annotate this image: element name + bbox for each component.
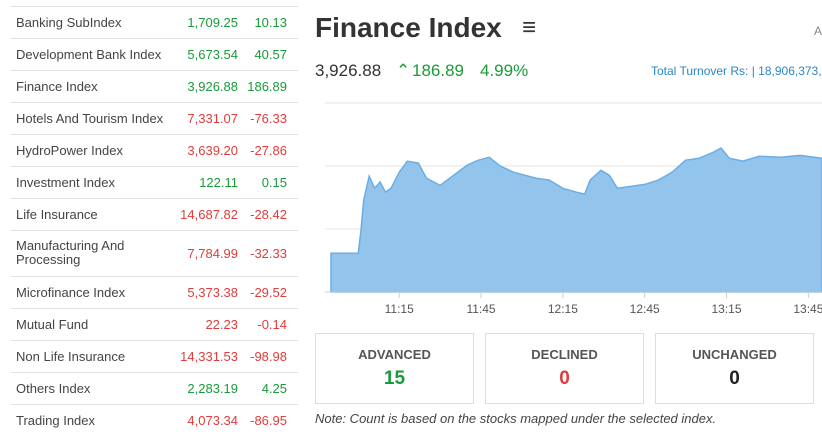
index-value: 1,709.25 (187, 15, 238, 30)
price: 3,926.88 (315, 61, 382, 80)
index-name: Mutual Fund (16, 317, 89, 332)
index-name: Investment Index (16, 175, 115, 190)
percent: 4.99% (480, 61, 529, 80)
stat-box: ADVANCED 15 (315, 333, 474, 404)
index-row[interactable]: Investment Index 122.11 0.15 (10, 166, 298, 199)
x-tick-label: 13:15 (712, 302, 742, 316)
index-change: -27.86 (250, 143, 287, 158)
index-change: 10.13 (254, 15, 287, 30)
index-name: Trading Index (16, 413, 96, 428)
turnover-label: Total Turnover Rs: (651, 64, 749, 78)
x-tick-label: 11:15 (385, 302, 414, 316)
title: Finance Index (315, 12, 502, 43)
index-row[interactable]: Banking SubIndex 1,709.25 10.13 (10, 6, 298, 39)
x-tick-label: 11:45 (466, 302, 495, 316)
stat-count: 15 (383, 368, 406, 389)
index-name: Others Index (16, 381, 91, 396)
index-row[interactable]: Finance Index 3,926.88 186.89 (10, 70, 298, 103)
stat-box: UNCHANGED 0 (655, 333, 814, 404)
index-change: -98.98 (250, 349, 287, 364)
index-change: -28.42 (250, 207, 287, 222)
x-tick-label: 13:45 (793, 302, 822, 316)
stat-label: UNCHANGED (692, 347, 777, 362)
menu-icon[interactable]: ≡ (522, 14, 537, 41)
index-row[interactable]: Manufacturing And Processing 7,784.99 -32.… (10, 230, 298, 277)
index-change: 40.57 (254, 47, 287, 62)
x-tick-label: 12:15 (548, 302, 578, 316)
index-value: 4,073.34 (187, 413, 238, 428)
index-name: Hotels And Tourism Index (16, 111, 164, 126)
corner-label[interactable]: A (814, 24, 822, 38)
index-row[interactable]: Life Insurance 14,687.82 -28.42 (10, 198, 298, 231)
index-row[interactable]: Others Index 2,283.19 4.25 (10, 372, 298, 405)
turnover-value: 18,906,373,7 (758, 64, 822, 78)
index-value: 7,784.99 (187, 246, 238, 261)
index-row[interactable]: HydroPower Index 3,639.20 -27.86 (10, 134, 298, 167)
index-value: 122.11 (199, 175, 238, 190)
index-row[interactable]: Microfinance Index 5,373.38 -29.52 (10, 276, 298, 309)
index-change: 4.25 (261, 381, 287, 396)
index-name: Life Insurance (16, 207, 98, 222)
index-change: -0.14 (257, 317, 287, 332)
index-change: 0.15 (261, 175, 287, 190)
index-value: 5,673.54 (187, 47, 238, 62)
index-change: -29.52 (250, 285, 287, 300)
stat-count: 0 (559, 368, 570, 389)
x-tick-label: 12:45 (630, 302, 660, 316)
index-value: 7,331.07 (187, 111, 238, 126)
index-value: 2,283.19 (187, 381, 238, 396)
index-value: 14,687.82 (180, 207, 238, 222)
index-row[interactable]: Mutual Fund 22.23 -0.14 (10, 308, 298, 341)
index-name: Finance Index (16, 79, 98, 94)
index-change: -32.33 (250, 246, 287, 261)
area (330, 147, 822, 293)
index-value: 14,331.53 (180, 349, 238, 364)
index-name: Microfinance Index (16, 285, 126, 300)
stat-label: ADVANCED (358, 347, 431, 362)
index-value: 22.23 (205, 317, 238, 332)
index-name: Development Bank Index (16, 47, 162, 62)
change: 186.89 (412, 61, 464, 80)
stat-box: DECLINED 0 (485, 333, 644, 404)
index-change: -86.95 (250, 413, 287, 428)
index-name: HydroPower Index (16, 143, 123, 158)
index-row[interactable]: Non Life Insurance 14,331.53 -98.98 (10, 340, 298, 373)
index-value: 5,373.38 (187, 285, 238, 300)
stat-count: 0 (729, 368, 740, 389)
index-row[interactable]: Trading Index 4,073.34 -86.95 (10, 404, 298, 437)
index-name: Banking SubIndex (16, 15, 122, 30)
index-name: Manufacturing And Processing (16, 238, 125, 267)
note: Note: Count is based on the stocks mappe… (315, 411, 717, 426)
caret: ⌃ (396, 61, 411, 80)
index-row[interactable]: Hotels And Tourism Index 7,331.07 -76.33 (10, 102, 298, 135)
stat-label: DECLINED (531, 347, 598, 362)
index-change: -76.33 (250, 111, 287, 126)
index-value: 3,926.88 (187, 79, 238, 94)
index-value: 3,639.20 (187, 143, 238, 158)
index-change: 186.89 (247, 79, 287, 94)
index-row[interactable]: Development Bank Index 5,673.54 40.57 (10, 38, 298, 71)
index-name: Non Life Insurance (16, 349, 126, 364)
turnover: Total Turnover Rs: | 18,906,373,7 (651, 64, 822, 78)
